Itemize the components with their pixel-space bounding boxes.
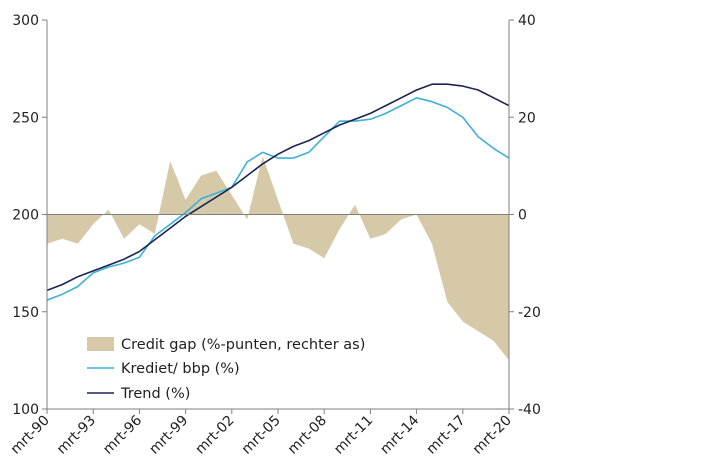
x-tick-label: mrt-14 [377, 412, 422, 457]
legend-swatch-credit-gap [87, 337, 114, 351]
x-tick-label: mrt-02 [193, 413, 238, 458]
x-tick-label: mrt-96 [100, 412, 145, 457]
line-series-layer [46, 83, 510, 301]
x-tick-label: mrt-20 [470, 413, 515, 458]
legend: Credit gap (%-punten, rechter as) Kredie… [87, 337, 365, 402]
left-tick-label: 200 [12, 208, 39, 224]
left-tick-label: 150 [12, 305, 39, 321]
x-tick-label: mrt-08 [285, 413, 330, 458]
legend-label-krediet: Krediet/ bbp (%) [121, 361, 240, 377]
x-tick-label: mrt-93 [54, 413, 99, 458]
x-tick-label: mrt-90 [8, 413, 53, 458]
x-tick-label: mrt-17 [424, 413, 469, 458]
left-tick-label: 100 [12, 402, 39, 418]
right-tick-label: 20 [518, 110, 536, 126]
series-line-trend [46, 83, 510, 292]
right-tick-label: 0 [518, 208, 527, 224]
x-tick-label: mrt-11 [331, 413, 376, 458]
axes-layer [42, 19, 514, 414]
left-tick-label: 250 [12, 110, 39, 126]
x-tick-label: mrt-05 [239, 413, 284, 458]
credit-gap-area-layer [47, 156, 509, 361]
right-tick-label: -20 [518, 305, 541, 321]
legend-label-credit-gap: Credit gap (%-punten, rechter as) [121, 337, 365, 353]
left-tick-label: 300 [12, 13, 39, 29]
series-area-credit-gap [47, 156, 509, 361]
legend-label-trend: Trend (%) [120, 386, 190, 402]
right-tick-label: 40 [518, 13, 536, 29]
right-tick-label: -40 [518, 402, 541, 418]
x-tick-label: mrt-99 [146, 413, 191, 458]
series-line-krediet [46, 97, 510, 301]
